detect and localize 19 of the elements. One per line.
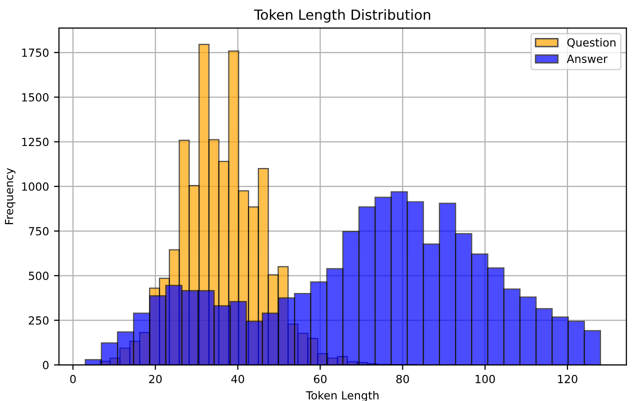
y-tick-label: 1250 [22,138,48,146]
y-tick-label: 1750 [22,48,48,57]
y-tick-label: 250 [28,316,48,325]
x-tick-label: 40 [231,374,244,384]
x-tick-label: 100 [476,374,495,384]
y-tick-label: 1500 [22,93,48,102]
legend-label: Answer [566,54,608,63]
x-tick-label: 60 [314,374,327,384]
chart-title: Token Length Distribution [254,9,430,23]
y-axis-title: Frequency [4,168,16,224]
x-tick-label: 20 [149,374,162,384]
y-tick-label: 0 [42,360,48,370]
y-tick-label: 1000 [22,182,48,191]
y-tick-label: 750 [28,227,48,236]
legend-label: Question [567,38,616,48]
x-tick-label: 80 [396,374,409,384]
y-tick-label: 500 [28,272,48,280]
x-tick-label: 0 [70,374,76,384]
x-tick-label: 120 [558,374,578,384]
